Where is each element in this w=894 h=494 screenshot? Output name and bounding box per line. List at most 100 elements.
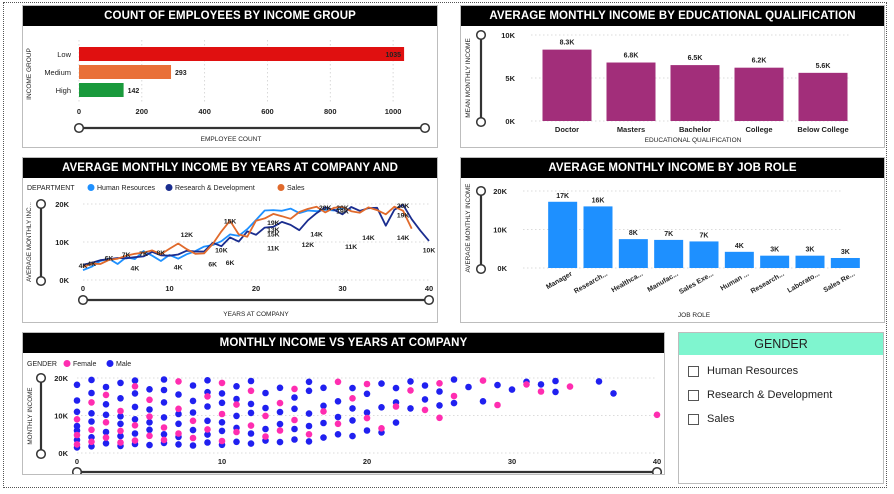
scatter-point bbox=[537, 388, 545, 395]
scatter-point bbox=[334, 431, 342, 438]
scatter-point bbox=[88, 426, 95, 434]
scatter-point bbox=[146, 386, 153, 393]
scatter-point bbox=[160, 376, 168, 383]
legend-marker bbox=[165, 184, 173, 191]
y-tick-label: 0K bbox=[505, 117, 515, 126]
category-label: Human ... bbox=[720, 271, 751, 293]
legend-title: GENDER bbox=[27, 361, 57, 368]
scatter-point bbox=[320, 384, 327, 392]
scatter-point bbox=[73, 422, 81, 430]
income-group-chart: 0 200 400 600 800 1000 Low 1035 Medium 293 High 142… bbox=[26, 40, 431, 143]
slicer-title: GENDER bbox=[679, 333, 883, 355]
legend-label: Female bbox=[73, 361, 96, 368]
data-label: 10K bbox=[215, 248, 228, 255]
scatter-point bbox=[334, 398, 342, 405]
income-group-panel: COUNT OF EMPLOYEES BY INCOME GROUP 0 200 4… bbox=[22, 5, 438, 148]
scatter-point bbox=[262, 404, 269, 412]
legend-title: DEPARTMENT bbox=[27, 185, 75, 192]
slicer-option-human-resources[interactable]: Human Resources bbox=[679, 359, 883, 383]
slicer-option-label: Human Resources bbox=[707, 365, 799, 377]
y-range-slider-handle-start[interactable] bbox=[35, 372, 47, 384]
scatter-point bbox=[204, 393, 211, 400]
category-label: Sales Exe... bbox=[678, 271, 715, 296]
x-range-slider-handle-end[interactable] bbox=[419, 122, 431, 134]
y-range-slider-handle-start[interactable] bbox=[475, 29, 487, 41]
scatter-point bbox=[349, 405, 356, 412]
scatter-point bbox=[262, 412, 269, 420]
scatter-point bbox=[392, 384, 400, 392]
slicer-option-research-development[interactable]: Research & Development bbox=[679, 383, 883, 407]
scatter-point bbox=[73, 441, 81, 448]
scatter-point bbox=[247, 422, 255, 429]
scatter-point bbox=[262, 389, 269, 397]
scatter-point bbox=[88, 438, 95, 446]
scatter-point bbox=[262, 425, 269, 433]
value-label: 7K bbox=[664, 231, 673, 238]
scatter-point bbox=[102, 434, 110, 441]
scatter-point bbox=[189, 382, 197, 389]
x-axis-title: YEARS AT COMPANY bbox=[223, 311, 289, 318]
data-label: 12K bbox=[302, 242, 315, 249]
x-range-slider-handle-start[interactable] bbox=[73, 122, 85, 134]
x-range-slider-handle-start[interactable] bbox=[77, 294, 89, 306]
value-label: 6.2K bbox=[752, 58, 767, 65]
bar bbox=[606, 62, 656, 121]
y-range-slider-handle-end[interactable] bbox=[475, 263, 487, 275]
scatter-point bbox=[436, 414, 443, 422]
x-tick-label: 200 bbox=[136, 107, 149, 116]
scatter-point bbox=[233, 401, 240, 408]
x-tick-label: 800 bbox=[324, 107, 337, 116]
panel-title: MONTHLY INCOME VS YEARS AT COMPANY bbox=[23, 333, 664, 353]
scatter-point bbox=[276, 399, 284, 407]
data-label: 4K bbox=[87, 261, 96, 268]
scatter-point bbox=[189, 409, 197, 416]
scatter-point bbox=[407, 405, 414, 412]
x-tick-label: 0 bbox=[81, 284, 85, 293]
scatter-point bbox=[88, 376, 95, 384]
scatter-point bbox=[320, 408, 327, 415]
bar-medium bbox=[79, 65, 172, 79]
y-range-slider-handle-end[interactable] bbox=[475, 116, 487, 128]
y-range-slider-handle-start[interactable] bbox=[35, 198, 47, 210]
category-label: High bbox=[56, 86, 71, 95]
x-tick-label: 0 bbox=[77, 107, 81, 116]
scatter-point bbox=[218, 390, 226, 397]
value-label: 3K bbox=[770, 247, 779, 254]
scatter-point bbox=[131, 403, 139, 411]
panel-title: AVERAGE MONTHLY INCOME BY EDUCATIONAL QU… bbox=[461, 6, 884, 26]
x-range-slider-handle-end[interactable] bbox=[651, 466, 663, 474]
scatter-point bbox=[247, 387, 255, 395]
scatter-point bbox=[363, 380, 371, 388]
scatter-point bbox=[436, 388, 443, 395]
legend-label: Human Resources bbox=[97, 185, 155, 192]
checkbox[interactable] bbox=[688, 413, 699, 425]
checkbox[interactable] bbox=[688, 389, 699, 401]
x-range-slider-handle-end[interactable] bbox=[423, 294, 435, 306]
scatter-point bbox=[117, 413, 124, 420]
scatter-point bbox=[465, 383, 472, 391]
y-tick-label: 10K bbox=[54, 412, 68, 421]
data-label: 4K bbox=[174, 264, 183, 271]
scatter-point bbox=[117, 432, 124, 440]
data-label: 14K bbox=[310, 232, 323, 239]
y-range-slider-handle-end[interactable] bbox=[35, 275, 47, 287]
x-axis-title: EMPLOYEE COUNT bbox=[201, 136, 262, 143]
x-range-slider-handle-start[interactable] bbox=[71, 466, 83, 474]
y-range-slider-handle-end[interactable] bbox=[35, 448, 47, 460]
checkbox[interactable] bbox=[688, 365, 699, 377]
scatter-point bbox=[334, 413, 342, 421]
bar-high bbox=[79, 83, 124, 97]
y-range-slider-handle-start[interactable] bbox=[475, 185, 487, 197]
scatter-point bbox=[117, 439, 124, 446]
x-tick-label: 30 bbox=[508, 457, 516, 466]
category-label: Bachelor bbox=[679, 125, 711, 134]
slicer-option-sales[interactable]: Sales bbox=[679, 407, 883, 431]
years-dept-chart: DEPARTMENT Human Resources Research & Deve… bbox=[26, 184, 435, 318]
category-label: Laborato... bbox=[787, 271, 822, 295]
scatter-point bbox=[175, 405, 182, 413]
scatter-point bbox=[262, 433, 269, 440]
slicer-option-label: Sales bbox=[707, 413, 735, 425]
gender-slicer: GENDER Human Resources Research & Develo… bbox=[678, 332, 884, 484]
scatter-point bbox=[73, 431, 81, 439]
scatter-point bbox=[218, 427, 226, 435]
